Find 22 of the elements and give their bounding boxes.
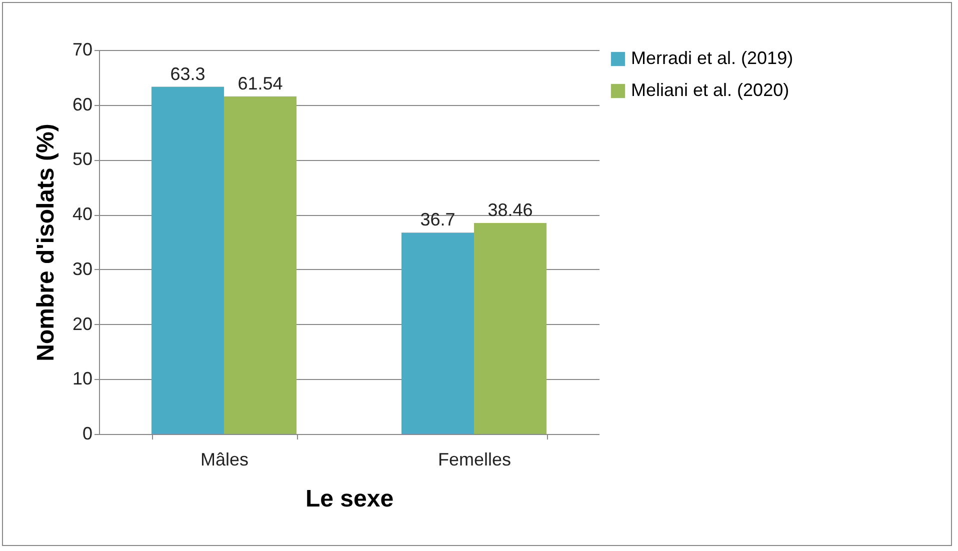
legend-label: Merradi et al. (2019) (631, 48, 794, 68)
x-tick-label: Mâles (200, 450, 249, 470)
y-tick-label: 30 (72, 258, 92, 279)
y-tick-label: 0 (82, 424, 92, 444)
data-label: 61.54 (238, 73, 283, 94)
x-tick-label: Femelles (438, 450, 512, 470)
y-axis-title: Nombre d'isolats (%) (32, 124, 60, 362)
y-tick-label: 50 (72, 149, 92, 170)
legend-label: Meliani et al. (2020) (631, 80, 790, 100)
y-tick-label: 70 (72, 40, 92, 60)
data-label: 38.46 (488, 200, 533, 220)
data-label: 63.3 (170, 64, 206, 84)
bar (474, 223, 546, 434)
bar (224, 96, 296, 434)
y-tick-label: 10 (72, 368, 92, 389)
bar (402, 232, 474, 434)
y-tick-label: 40 (72, 204, 92, 224)
x-axis-title: Le sexe (305, 486, 394, 512)
y-tick-label: 20 (72, 314, 92, 334)
bar (152, 86, 224, 434)
data-label: 36.7 (420, 210, 456, 230)
y-tick-label: 60 (72, 94, 92, 114)
